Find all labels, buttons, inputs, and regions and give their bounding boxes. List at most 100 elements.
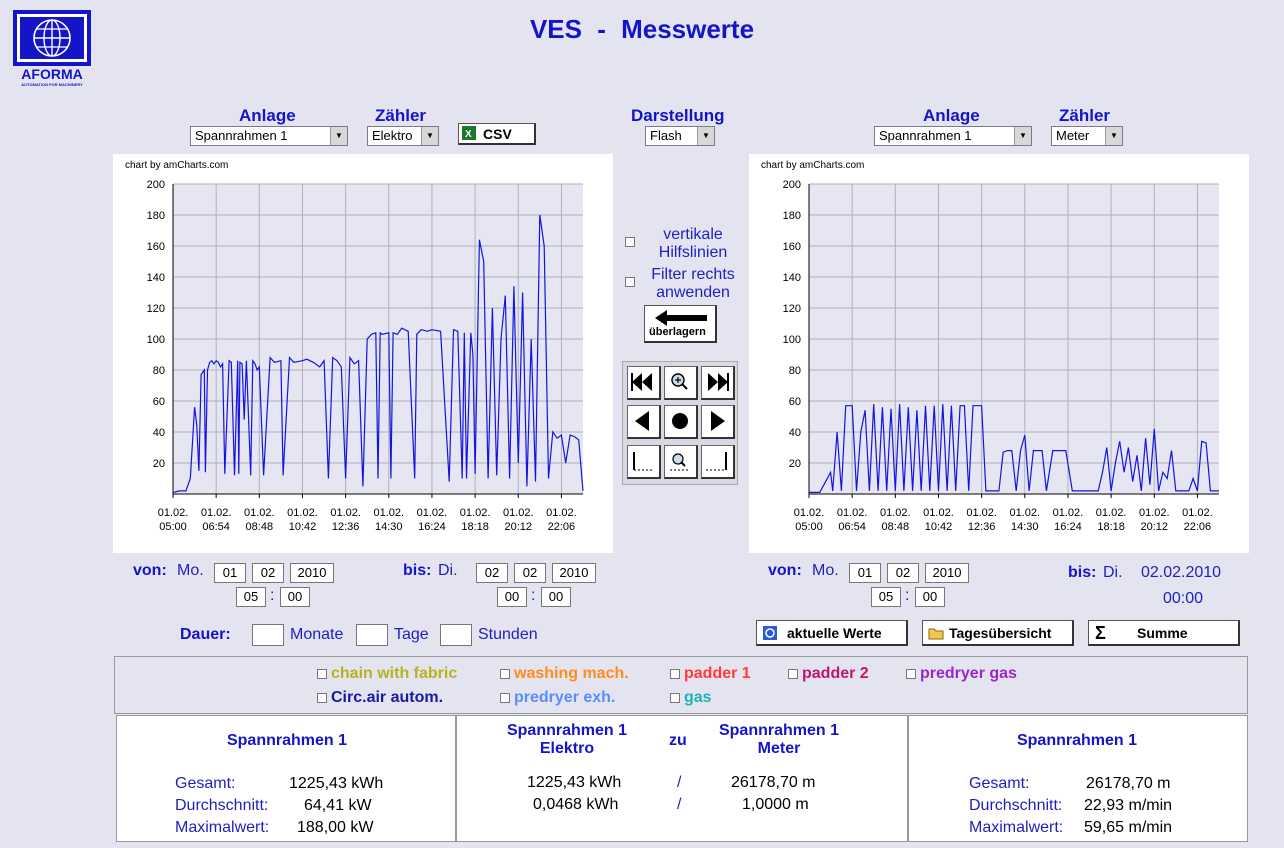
csv-button[interactable]: X CSV (458, 123, 536, 145)
left-bis-hour-input[interactable]: 00 (497, 587, 527, 607)
left-zaehler-select[interactable]: Elektro ▼ (367, 126, 439, 146)
legend-label: washing mach. (514, 665, 629, 682)
left-von-hour-input[interactable]: 05 (236, 587, 266, 607)
y-tick-label: 200 (147, 179, 165, 191)
aktuelle-werte-button[interactable]: aktuelle Werte (756, 620, 908, 646)
stunden-input[interactable] (440, 624, 472, 646)
y-tick-label: 140 (147, 272, 165, 284)
right-von-day-input[interactable]: 01 (849, 563, 881, 583)
legend-checkbox[interactable] (906, 668, 916, 679)
step-forward-icon (711, 411, 725, 431)
legend-checkbox[interactable] (788, 668, 798, 679)
left-anlage-label: Anlage (239, 106, 296, 125)
x-tick-label: 22:06 (1184, 521, 1212, 533)
x-tick-label: 01.02. (503, 507, 534, 519)
right-anlage-select[interactable]: Spannrahmen 1 ▼ (874, 126, 1032, 146)
right-zaehler-select[interactable]: Meter ▼ (1051, 126, 1123, 146)
filter-label: Filter rechts anwenden (651, 266, 735, 301)
gesamt-value: 26178,70 m (1086, 775, 1171, 792)
x-tick-label: 01.02. (794, 507, 825, 519)
left-anlage-select[interactable]: Spannrahmen 1 ▼ (190, 126, 348, 146)
right-von-label: von: (768, 562, 802, 579)
x-tick-label: 22:06 (548, 521, 576, 533)
right-von-year-input[interactable]: 2010 (925, 563, 969, 583)
chevron-down-icon: ▼ (697, 127, 714, 145)
legend-checkbox[interactable] (500, 668, 510, 679)
legend-item-chain-with-fabric[interactable]: chain with fabric (317, 665, 457, 683)
stats-left-panel: Spannrahmen 1 Gesamt: 1225,43 kWh Durchs… (116, 715, 456, 842)
legend-item-padder-2[interactable]: padder 2 (788, 665, 869, 683)
darstellung-select[interactable]: Flash ▼ (645, 126, 715, 146)
left-bis-minute-input[interactable]: 00 (541, 587, 571, 607)
right-von-hour-input[interactable]: 05 (871, 587, 901, 607)
fast-forward-button[interactable] (701, 366, 735, 400)
vertikale-checkbox[interactable] (625, 237, 635, 247)
legend-label: Circ.air autom. (331, 689, 444, 706)
x-tick-label: 18:18 (461, 521, 489, 533)
chevron-down-icon: ▼ (330, 127, 347, 145)
x-tick-label: 01.02. (287, 507, 318, 519)
legend-checkbox[interactable] (317, 668, 327, 679)
legend-checkbox[interactable] (670, 668, 680, 679)
folder-icon (928, 628, 944, 640)
left-chart[interactable]: chart by amCharts.com 20 40 60 80 100 120 140 1… (113, 154, 613, 553)
aktuelle-werte-label: aktuelle Werte (787, 625, 882, 641)
left-von-minute-input[interactable]: 00 (280, 587, 310, 607)
zoom-out-button[interactable] (664, 445, 698, 479)
legend-item-washing-mach[interactable]: washing mach. (500, 665, 629, 683)
y-tick-label: 180 (147, 210, 165, 222)
left-von-year-input[interactable]: 2010 (290, 563, 334, 583)
right-von-month-input[interactable]: 02 (887, 563, 919, 583)
zoom-in-button[interactable] (664, 366, 698, 400)
summe-button[interactable]: Σ Summe (1088, 620, 1240, 646)
right-von-minute-input[interactable]: 00 (915, 587, 945, 607)
legend-checkbox[interactable] (500, 692, 510, 703)
left-bis-day-input[interactable]: 02 (476, 563, 508, 583)
center-button[interactable] (664, 405, 698, 439)
chart-credit: chart by amCharts.com (761, 160, 865, 171)
navigation-pad (622, 361, 738, 485)
filter-checkbox[interactable] (625, 277, 635, 287)
legend-item-circ-air-autom[interactable]: Circ.air autom. (317, 689, 443, 707)
durchschnitt-value: 22,93 m/min (1084, 797, 1173, 814)
range-end-button[interactable] (701, 445, 735, 479)
legend-item-predryer-exh[interactable]: predryer exh. (500, 689, 615, 707)
step-forward-button[interactable] (701, 405, 735, 439)
y-tick-label: 120 (783, 303, 801, 315)
monate-input[interactable] (252, 624, 284, 646)
mid-row1-right: 26178,70 m (731, 774, 816, 791)
right-chart[interactable]: chart by amCharts.com 20 40 60 80 100 120 140 1… (749, 154, 1249, 553)
tage-input[interactable] (356, 624, 388, 646)
legend-item-predryer-gas[interactable]: predryer gas (906, 665, 1017, 683)
right-bis-label: bis: (1068, 564, 1097, 581)
y-tick-label: 20 (789, 458, 801, 470)
left-bis-month-input[interactable]: 02 (514, 563, 546, 583)
tagesuebersicht-button[interactable]: Tagesübersicht (922, 620, 1074, 646)
mid-left-title: Spannrahmen 1 (506, 722, 628, 739)
x-tick-label: 20:12 (1140, 521, 1168, 533)
legend-checkbox[interactable] (670, 692, 680, 703)
y-tick-label: 60 (789, 396, 801, 408)
y-tick-label: 20 (153, 458, 165, 470)
legend-item-padder-1[interactable]: padder 1 (670, 665, 751, 683)
legend-label: predryer gas (920, 665, 1017, 682)
fast-forward-icon (708, 373, 729, 391)
x-tick-label: 08:48 (246, 521, 274, 533)
gesamt-value: 1225,43 kWh (289, 775, 384, 792)
ueberlagern-button[interactable]: überlagern (644, 305, 717, 343)
legend-label: gas (684, 689, 712, 706)
range-start-button[interactable] (627, 445, 661, 479)
stats-right-title: Spannrahmen 1 (1016, 732, 1138, 749)
summe-label: Summe (1137, 625, 1188, 641)
step-backward-button[interactable] (627, 405, 661, 439)
arrow-left-icon (655, 310, 707, 326)
fast-backward-button[interactable] (627, 366, 661, 400)
mid-left-sub: Elektro (539, 740, 595, 757)
x-tick-label: 18:18 (1097, 521, 1125, 533)
left-von-month-input[interactable]: 02 (252, 563, 284, 583)
legend-item-gas[interactable]: gas (670, 689, 712, 707)
left-von-day-input[interactable]: 01 (214, 563, 246, 583)
legend-checkbox[interactable] (317, 692, 327, 703)
logo-subtext: AUTOMATION FOR MACHINERY (21, 82, 83, 87)
left-bis-year-input[interactable]: 2010 (552, 563, 596, 583)
